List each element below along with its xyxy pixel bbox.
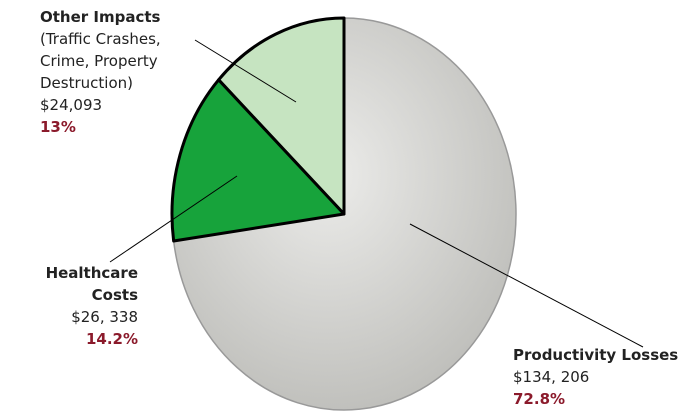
amount-label: $26, 338 [10, 306, 138, 328]
amount-label: $24,093 [40, 94, 200, 116]
value-label: 13% [40, 116, 200, 138]
value-label: 14.2% [10, 328, 138, 350]
annotation: (Traffic Crashes, Crime, Property Destru… [40, 28, 200, 94]
chart: Other Impacts (Traffic Crashes, Crime, P… [0, 0, 698, 419]
slice-label: Healthcare Costs $26, 338 14.2% [10, 262, 138, 350]
category-label: Healthcare Costs [10, 262, 138, 306]
category-label: Productivity Losses [513, 344, 698, 366]
amount-label: $134, 206 [513, 366, 698, 388]
slice-label: Productivity Losses $134, 206 72.8% [513, 344, 698, 410]
slice-label: Other Impacts (Traffic Crashes, Crime, P… [40, 6, 200, 138]
category-label: Other Impacts [40, 6, 200, 28]
value-label: 72.8% [513, 388, 698, 410]
